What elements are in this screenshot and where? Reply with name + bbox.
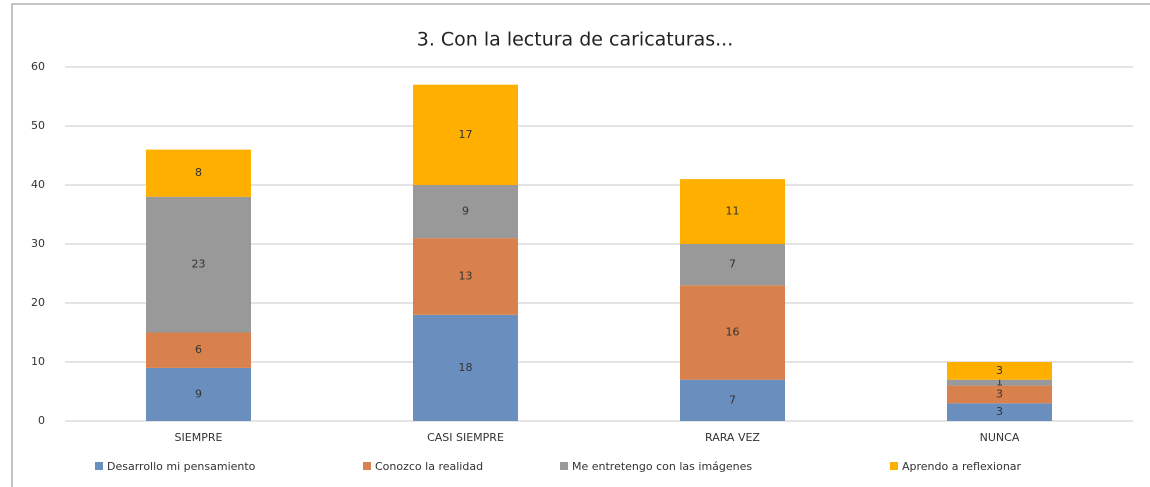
legend-swatch — [363, 462, 371, 470]
data-label: 3 — [996, 405, 1003, 418]
data-label: 1 — [996, 376, 1003, 389]
bar-segment — [947, 379, 1052, 386]
x-tick-label: SIEMPRE — [175, 431, 223, 444]
bar-segment — [680, 244, 785, 286]
data-label: 23 — [192, 258, 206, 271]
x-tick-label: CASI SIEMPRE — [427, 431, 504, 444]
legend-label: Conozco la realidad — [375, 460, 483, 473]
bar-segment — [413, 185, 518, 239]
data-label: 9 — [195, 387, 202, 400]
y-tick-label: 20 — [31, 296, 45, 309]
y-tick-label: 60 — [31, 60, 45, 73]
x-tick-label: RARA VEZ — [705, 431, 760, 444]
y-tick-label: 10 — [31, 355, 45, 368]
bar-segment — [947, 362, 1052, 380]
bar-segment — [680, 379, 785, 421]
data-label: 11 — [726, 205, 740, 218]
y-tick-label: 0 — [38, 414, 45, 427]
bar-segment — [413, 84, 518, 185]
data-label: 7 — [729, 258, 736, 271]
legend-swatch — [560, 462, 568, 470]
bar-segment — [947, 385, 1052, 404]
x-tick-label: NUNCA — [980, 431, 1020, 444]
data-label: 16 — [726, 326, 740, 339]
bar-segment — [680, 285, 785, 380]
legend-label: Desarrollo mi pensamiento — [107, 460, 256, 473]
bar-segment — [947, 403, 1052, 421]
data-label: 6 — [195, 343, 202, 356]
legend-label: Me entretengo con las imágenes — [572, 460, 752, 473]
bar-segment — [146, 149, 251, 197]
bar-segment — [680, 179, 785, 244]
y-tick-label: 50 — [31, 119, 45, 132]
legend-label: Aprendo a reflexionar — [902, 460, 1022, 473]
data-label: 7 — [729, 393, 736, 406]
y-tick-label: 30 — [31, 237, 45, 250]
bar-segment — [413, 314, 518, 421]
data-label: 17 — [459, 128, 473, 141]
data-label: 9 — [462, 205, 469, 218]
bar-segment — [146, 332, 251, 368]
data-label: 18 — [459, 361, 473, 374]
legend-swatch — [95, 462, 103, 470]
data-label: 8 — [195, 166, 202, 179]
bar-segment — [146, 367, 251, 421]
legend-swatch — [890, 462, 898, 470]
data-label: 3 — [996, 387, 1003, 400]
data-label: 3 — [996, 364, 1003, 377]
bar-segment — [146, 196, 251, 333]
bar-segment — [413, 238, 518, 315]
y-tick-label: 40 — [31, 178, 45, 191]
chart-title: 3. Con la lectura de caricaturas... — [417, 29, 734, 51]
data-label: 13 — [459, 269, 473, 282]
